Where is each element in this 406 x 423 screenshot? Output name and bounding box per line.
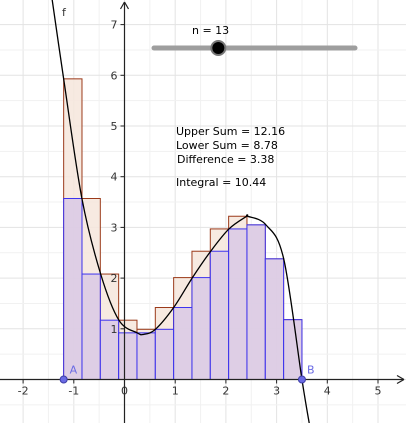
integral-text: Integral = 10.44 — [176, 176, 266, 189]
y-axis-arrow — [119, 1, 130, 10]
slider-label: n = 13 — [192, 24, 229, 37]
lower-sum-text: Lower Sum = 8.78 — [176, 139, 278, 152]
x-tick-label: -1 — [68, 385, 79, 398]
function-curve — [51, 0, 310, 423]
point-b[interactable]: B — [297, 364, 315, 384]
x-tick-label: 4 — [324, 385, 331, 398]
sum-info: Upper Sum = 12.16 Lower Sum = 8.78 Diffe… — [176, 125, 285, 189]
lower-sum-bar — [228, 228, 248, 380]
y-tick-label: 2 — [111, 272, 118, 285]
lower-sum-bar — [283, 319, 303, 381]
y-tick-label: 4 — [111, 171, 118, 184]
lower-sum-bar — [81, 273, 101, 381]
lower-sum-bar — [191, 277, 211, 380]
lower-sum-rectangles — [63, 198, 303, 381]
tick-labels: -2 -1 0 1 2 3 4 5 1 2 3 4 5 6 7 — [18, 19, 382, 398]
x-axis-arrow — [396, 374, 405, 385]
lower-sum-bar — [118, 332, 138, 380]
difference-text: Difference = 3.38 — [177, 153, 274, 166]
function-label: f — [62, 6, 67, 19]
x-tick-label: 1 — [172, 385, 179, 398]
upper-sum-text: Upper Sum = 12.16 — [176, 125, 285, 138]
lower-sum-bar — [246, 224, 266, 380]
n-slider[interactable]: n = 13 — [151, 24, 358, 56]
point-b-marker[interactable] — [297, 375, 306, 384]
lower-sum-bar — [136, 332, 156, 380]
y-tick-label: 5 — [111, 120, 118, 133]
point-a[interactable]: A — [59, 364, 78, 384]
lower-sum-bar — [154, 328, 175, 381]
x-tick-label: 0 — [121, 385, 128, 398]
lower-sum-bar — [209, 250, 230, 380]
slider-knob[interactable] — [210, 40, 227, 56]
y-tick-label: 7 — [111, 19, 118, 32]
x-tick-label: 2 — [222, 385, 229, 398]
x-tick-label: 5 — [375, 385, 382, 398]
y-tick-label: 1 — [111, 323, 118, 336]
lower-sum-bar — [264, 258, 285, 381]
y-tick-label: 6 — [111, 69, 118, 82]
x-tick-label: -2 — [18, 385, 29, 398]
lower-sum-bar — [63, 198, 83, 380]
y-tick-label: 3 — [111, 221, 118, 234]
point-a-marker[interactable] — [59, 375, 68, 384]
lower-sum-bar — [173, 307, 193, 381]
x-tick-label: 3 — [273, 385, 280, 398]
point-b-label: B — [307, 364, 315, 377]
point-a-label: A — [70, 364, 78, 377]
